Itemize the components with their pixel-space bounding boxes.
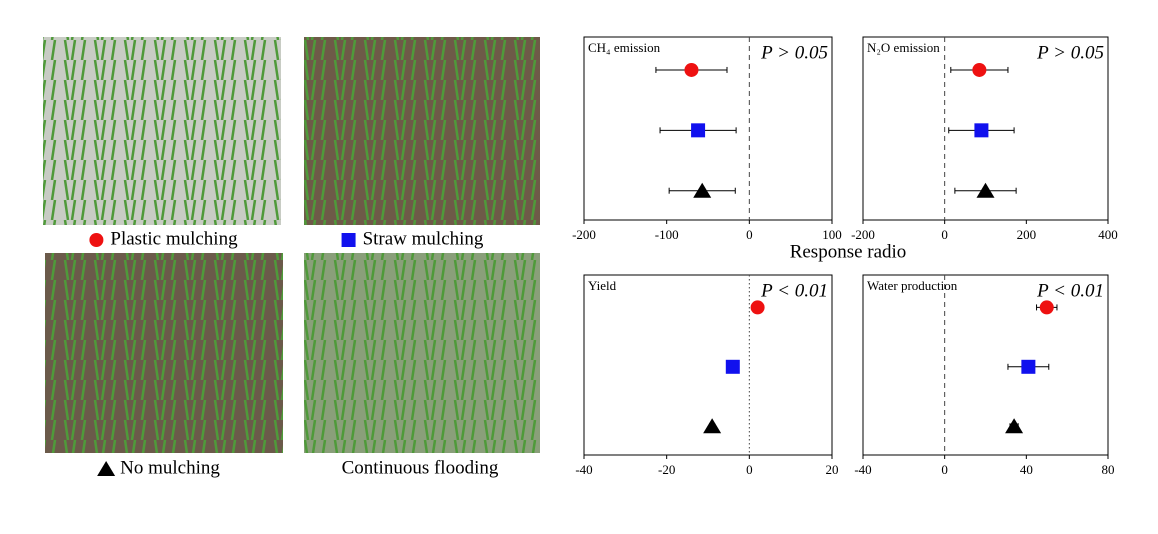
photo-straw bbox=[304, 37, 540, 225]
legend-label: Continuous flooding bbox=[342, 457, 499, 478]
chart-title: Yield bbox=[588, 278, 617, 293]
plot-frame bbox=[583, 274, 833, 456]
marker bbox=[691, 123, 706, 138]
x-tick-label: 200 bbox=[1017, 227, 1037, 242]
legend-label: Straw mulching bbox=[363, 228, 484, 249]
marker bbox=[725, 359, 740, 374]
x-tick-label: 0 bbox=[941, 462, 948, 477]
marker bbox=[89, 233, 104, 247]
x-tick-label: 20 bbox=[826, 462, 839, 477]
marker bbox=[703, 418, 722, 434]
x-tick-label: 0 bbox=[746, 227, 753, 242]
annotation: P > 0.05 bbox=[760, 42, 828, 63]
annotation: P > 0.05 bbox=[1036, 42, 1104, 63]
marker bbox=[341, 233, 356, 247]
marker bbox=[1005, 418, 1024, 434]
x-tick-label: -100 bbox=[655, 227, 679, 242]
chart-title: N₂O emission bbox=[867, 40, 940, 55]
marker bbox=[750, 300, 765, 315]
x-tick-label: 0 bbox=[746, 462, 753, 477]
x-tick-label: -40 bbox=[854, 462, 871, 477]
marker bbox=[976, 182, 995, 198]
chart-title: Water production bbox=[867, 278, 958, 293]
marker bbox=[1021, 359, 1036, 374]
plot-frame bbox=[862, 274, 1109, 456]
photo-flooding bbox=[304, 253, 540, 453]
marker bbox=[972, 62, 987, 77]
x-tick-label: 100 bbox=[822, 227, 842, 242]
x-tick-label: -200 bbox=[572, 227, 596, 242]
x-tick-label: 400 bbox=[1098, 227, 1118, 242]
marker bbox=[693, 182, 712, 198]
plot-frame bbox=[583, 36, 833, 221]
photo-plastic bbox=[43, 37, 281, 225]
marker bbox=[684, 62, 699, 77]
x-tick-label: -200 bbox=[851, 227, 875, 242]
x-tick-label: -20 bbox=[658, 462, 675, 477]
x-tick-label: 40 bbox=[1020, 462, 1033, 477]
marker bbox=[97, 461, 116, 476]
chart-title: CH₄ emission bbox=[588, 40, 661, 55]
x-tick-label: -40 bbox=[575, 462, 592, 477]
legend-label: No mulching bbox=[120, 457, 220, 478]
photo-no-mulch bbox=[45, 253, 283, 453]
x-tick-label: 80 bbox=[1102, 462, 1115, 477]
annotation: P < 0.01 bbox=[1036, 280, 1104, 301]
x-tick-label: 0 bbox=[941, 227, 948, 242]
plot-frame bbox=[862, 36, 1109, 221]
legend-label: Plastic mulching bbox=[110, 228, 238, 249]
marker bbox=[1039, 300, 1054, 315]
annotation: P < 0.01 bbox=[760, 280, 828, 301]
x-axis-label: Response radio bbox=[790, 241, 907, 262]
marker bbox=[974, 123, 989, 138]
